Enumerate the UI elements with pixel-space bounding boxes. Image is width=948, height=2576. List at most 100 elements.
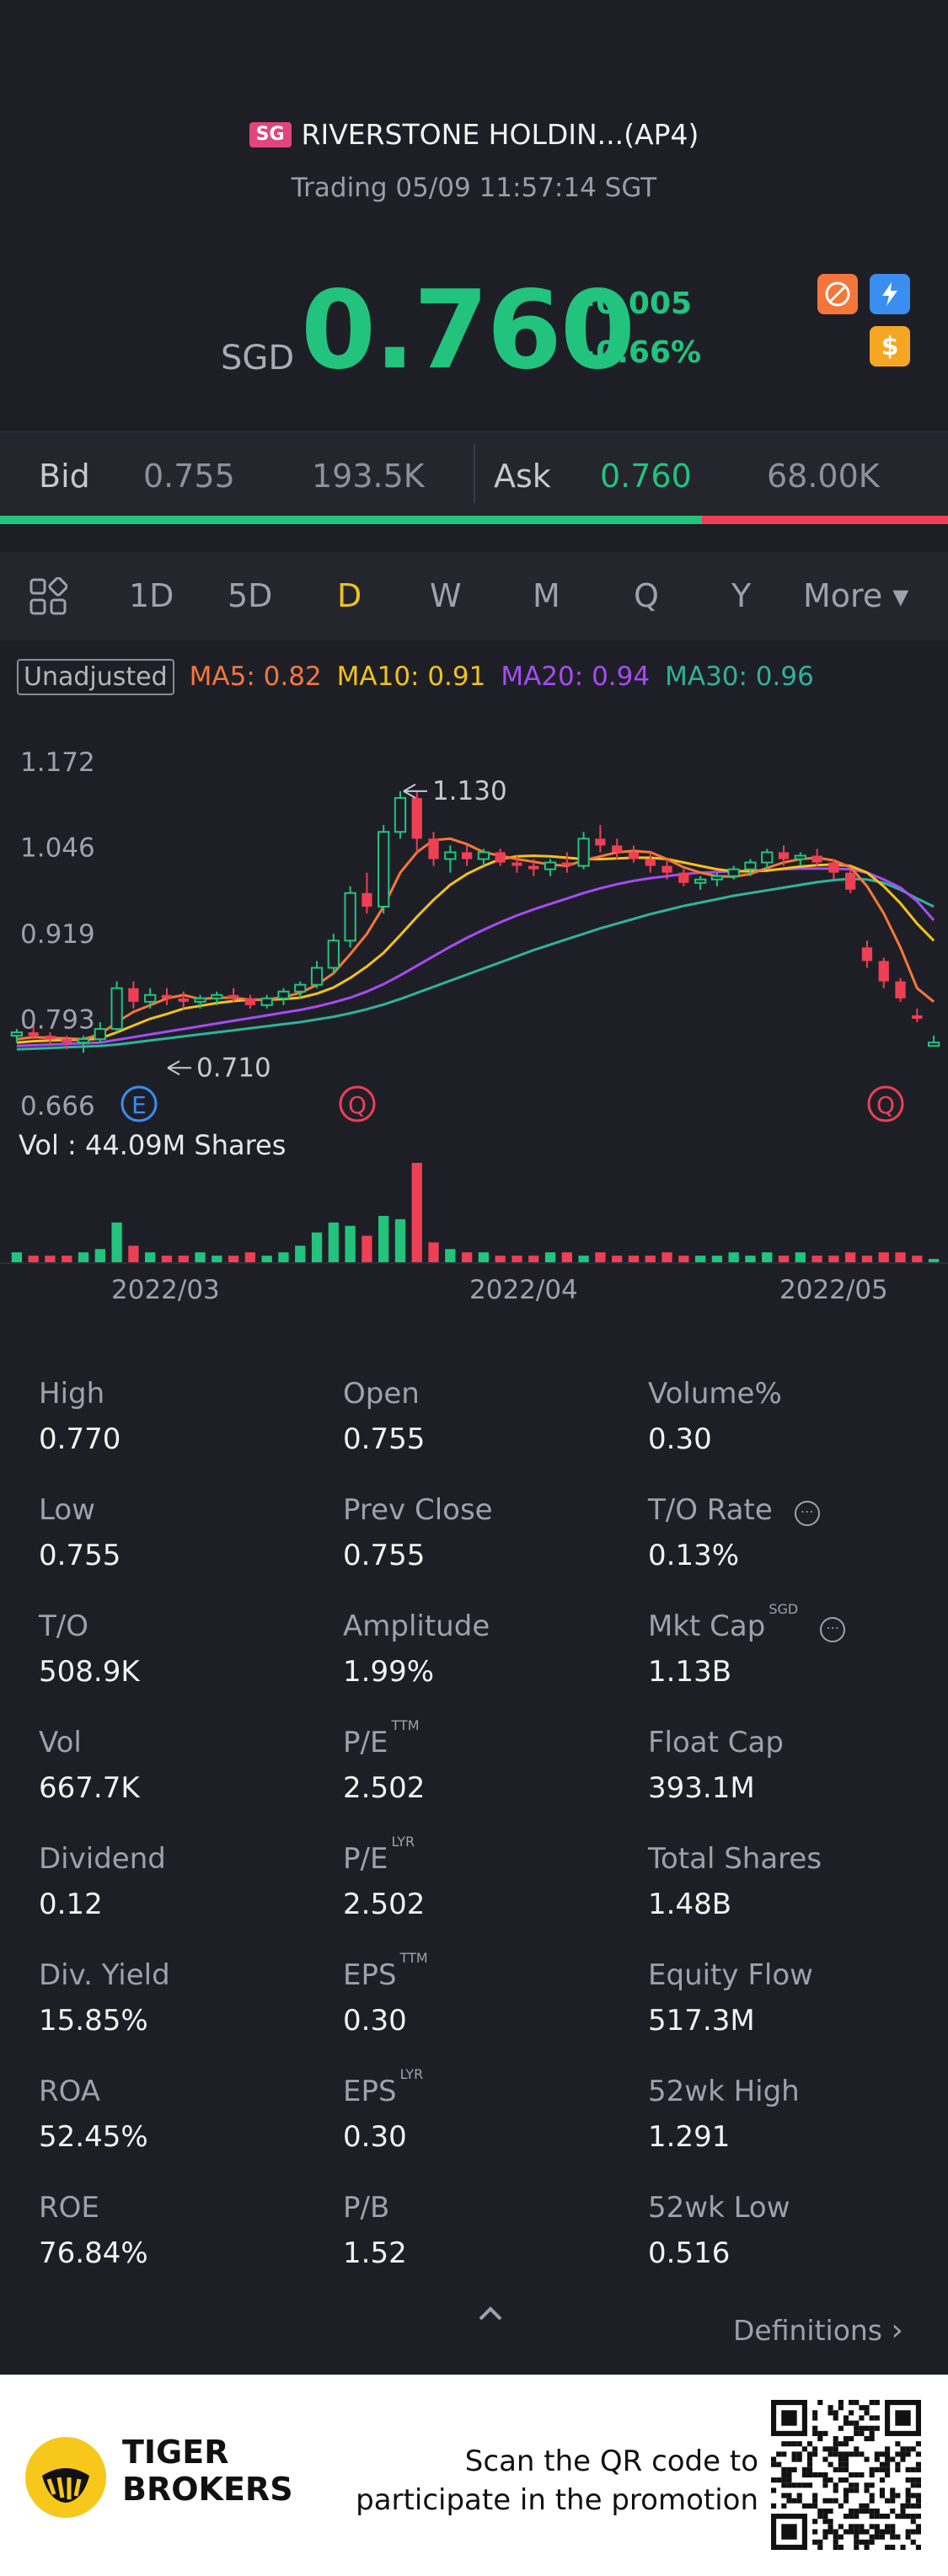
candle-body-down — [811, 855, 822, 863]
candle-body-up — [294, 983, 307, 993]
x-label-apr: 2022/04 — [469, 1275, 578, 1305]
qr-module — [827, 2508, 833, 2514]
qr-module — [885, 2456, 891, 2462]
volume-bar — [212, 1256, 222, 1262]
qr-module — [833, 2451, 838, 2457]
qr-module — [869, 2524, 875, 2530]
tab-month[interactable]: M — [533, 577, 560, 614]
candle-body-down — [428, 838, 439, 860]
definitions-link[interactable]: Definitions › — [733, 2313, 903, 2348]
chart-layout-icon[interactable] — [29, 577, 67, 616]
tiger-brokers-logo — [25, 2437, 106, 2518]
no-short-icon[interactable] — [817, 274, 858, 314]
qr-module — [781, 2441, 787, 2447]
candle-body-up — [727, 868, 740, 877]
candle-body-up — [77, 1038, 90, 1044]
promo-footer: TIGER BROKERS Scan the QR code to partic… — [0, 2375, 948, 2576]
definitions-label: Definitions — [733, 2314, 882, 2347]
qr-module — [781, 2503, 787, 2509]
qr-module — [812, 2415, 818, 2421]
candlestick-chart[interactable]: 1.172 1.046 0.919 0.793 0.666 1.130 0.710 E Q Q — [0, 725, 948, 1264]
qr-module — [859, 2405, 865, 2411]
qr-module — [843, 2498, 849, 2504]
qr-module — [838, 2456, 844, 2462]
qr-module — [859, 2430, 865, 2436]
qr-module — [879, 2451, 886, 2457]
volume-bar — [195, 1252, 206, 1262]
qr-module — [890, 2534, 896, 2540]
stat-t-o-rate[interactable]: T/O Rate ⋯ 0.13% — [648, 1493, 820, 1572]
candle-body-down — [828, 862, 839, 873]
qr-module — [838, 2503, 844, 2509]
bid-label: Bid — [39, 458, 90, 495]
promo-line-2: participate in the promotion — [356, 2483, 758, 2517]
tab-1d[interactable]: 1D — [129, 577, 174, 614]
qr-module — [817, 2539, 823, 2545]
qr-module — [854, 2446, 860, 2452]
tab-day[interactable]: D — [337, 577, 362, 614]
tab-quarter[interactable]: Q — [634, 577, 659, 614]
candle-body-down — [561, 862, 572, 866]
qr-module — [885, 2446, 891, 2452]
period-tabs: 1D 5D D W M Q Y More ▾ — [0, 552, 948, 640]
stat-mkt-cap-sgd[interactable]: Mkt CapSGD ⋯ 1.13B — [648, 1601, 846, 1689]
volume-bar — [595, 1252, 606, 1262]
candle-body-down — [528, 865, 539, 870]
dollar-icon[interactable]: $ — [870, 326, 910, 367]
qr-module — [812, 2451, 818, 2457]
qr-module — [796, 2482, 802, 2488]
tab-more[interactable]: More ▾ — [803, 577, 909, 614]
qr-module — [915, 2524, 921, 2530]
qr-module — [890, 2498, 896, 2504]
ask-price: 0.760 — [600, 458, 692, 495]
qr-module — [879, 2493, 886, 2498]
qr-module — [905, 2503, 911, 2509]
qr-module — [890, 2524, 896, 2530]
volume-bar — [578, 1256, 589, 1262]
qr-module — [849, 2529, 854, 2535]
qr-module — [885, 2544, 891, 2550]
tab-year[interactable]: Y — [731, 577, 752, 614]
qr-module — [864, 2508, 870, 2514]
qr-module — [874, 2508, 880, 2514]
qr-module — [776, 2451, 782, 2457]
qr-module — [864, 2529, 870, 2535]
candle-body-down — [628, 852, 640, 860]
candle-body-down — [461, 852, 473, 860]
unadjusted-toggle[interactable]: Unadjusted — [17, 658, 174, 695]
low-marker-label: 0.710 — [196, 1052, 271, 1083]
ma20-line — [16, 867, 935, 1047]
volume-bar — [861, 1256, 873, 1262]
qr-module — [910, 2539, 916, 2545]
more-info-icon[interactable]: ⋯ — [820, 1617, 846, 1642]
tab-5d[interactable]: 5D — [228, 577, 273, 614]
stat-label: Mkt Cap — [648, 1609, 766, 1643]
qr-module — [822, 2482, 828, 2488]
volume-bar — [495, 1256, 506, 1262]
qr-module — [864, 2405, 870, 2411]
event-marker-e-icon — [121, 1085, 158, 1122]
flash-trade-icon[interactable] — [870, 274, 910, 314]
qr-module — [869, 2508, 875, 2514]
trading-status: Trading 05/09 11:57:14 SGT — [291, 173, 657, 203]
qr-module — [854, 2514, 860, 2520]
qr-module — [885, 2529, 891, 2535]
stat-label: P/B — [343, 2191, 390, 2225]
collapse-chevron-icon[interactable] — [474, 2300, 507, 2326]
qr-module — [786, 2482, 792, 2488]
qr-module — [910, 2493, 916, 2498]
qr-module — [879, 2461, 886, 2467]
stat-superscript: LYR — [399, 2065, 424, 2082]
qr-module — [869, 2514, 875, 2520]
stat-value: 0.13% — [648, 1539, 740, 1572]
stat-value: 667.7K — [39, 1771, 140, 1805]
qr-module — [776, 2461, 782, 2467]
more-info-icon[interactable]: ⋯ — [794, 1501, 820, 1526]
event-marker-label: E — [131, 1091, 147, 1119]
qr-module — [910, 2519, 916, 2525]
qr-module — [833, 2446, 838, 2452]
candle-body-up — [327, 940, 340, 969]
qr-module — [900, 2503, 906, 2509]
tab-week[interactable]: W — [430, 577, 462, 614]
qr-code-icon[interactable] — [771, 2400, 921, 2550]
